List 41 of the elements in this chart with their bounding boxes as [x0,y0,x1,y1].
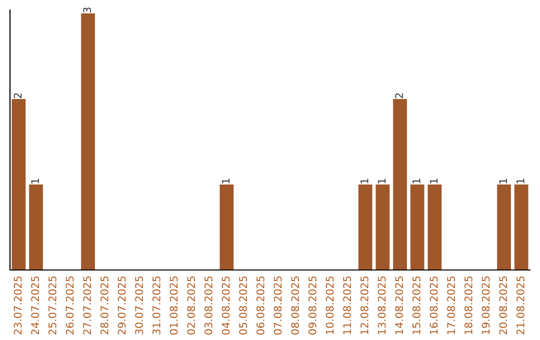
x-tick-label: 16.08.2025 [430,276,438,334]
x-tick-label: 18.08.2025 [464,276,472,334]
x-tick-label: 05.08.2025 [239,276,248,335]
data-label: 1 [412,178,420,184]
x-tick-label: 19.08.2025 [482,276,490,334]
data-label: 1 [516,178,524,184]
x-tick-label: 12.08.2025 [360,276,368,334]
x-tick-label: 02.08.2025 [187,276,196,335]
x-tick-label: 24.07.2025 [31,276,40,334]
data-label: 2 [14,93,22,98]
x-tick-label: 27.07.2025 [83,276,92,334]
x-tick-label: 03.08.2025 [204,276,212,335]
x-tick-label: 23.07.2025 [14,276,22,334]
x-tick-label: 28.07.2025 [100,276,108,334]
x-tick-label: 29.07.2025 [118,276,126,334]
x-tick-label: 15.08.2025 [412,276,420,334]
x-tick-label: 31.07.2025 [152,276,160,334]
x-tick-label: 30.07.2025 [135,276,144,334]
data-label: 2 [395,93,403,98]
data-label: 1 [222,178,230,184]
x-tick-label: 25.07.2025 [48,276,56,334]
x-tick-label: 21.08.2025 [516,276,524,334]
x-tick-label: 11.08.2025 [343,276,352,334]
x-tick-label: 17.08.2025 [447,276,456,334]
x-tick-label: 10.08.2025 [326,276,334,334]
x-tick-label: 26.07.2025 [66,276,74,334]
x-tick-label: 04.08.2025 [222,276,230,335]
data-label: 1 [430,178,438,184]
x-tick-label: 14.08.2025 [395,276,404,334]
data-label: 1 [31,178,39,184]
data-label: 3 [83,8,92,13]
x-tick-label: 09.08.2025 [308,276,316,335]
x-tick-label: 01.08.2025 [170,276,178,335]
data-label: 1 [378,178,386,184]
x-tick-label: 06.08.2025 [256,276,264,335]
x-tick-label: 13.08.2025 [378,276,386,334]
data-label: 1 [360,178,368,184]
x-tick-label: 20.08.2025 [499,276,508,334]
x-tick-label: 08.08.2025 [291,276,300,335]
data-label: 1 [499,178,507,184]
x-tick-label: 07.08.2025 [274,276,282,335]
